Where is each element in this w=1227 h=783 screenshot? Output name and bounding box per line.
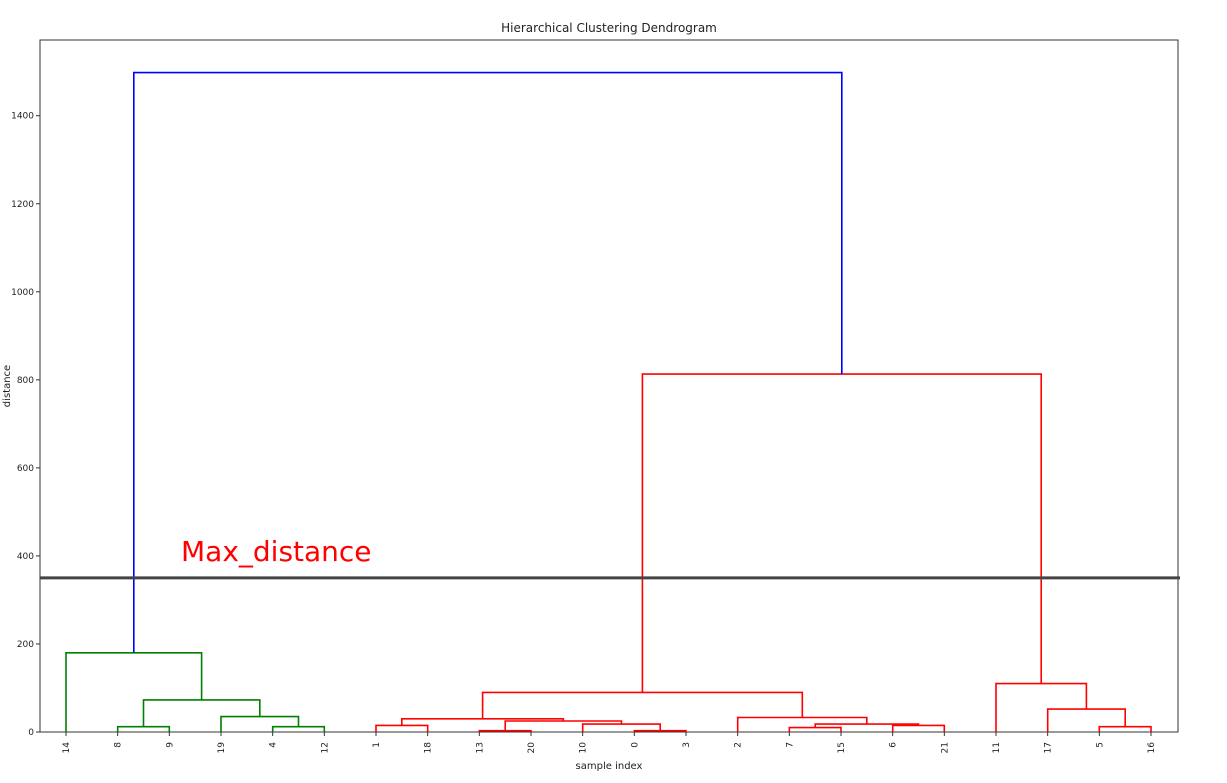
leaf-label: 13 (475, 742, 485, 753)
leaf-label: 17 (1044, 742, 1054, 753)
y-tick-label: 200 (17, 640, 34, 650)
leaf-label: 10 (579, 742, 589, 754)
y-axis-label: distance (2, 365, 13, 407)
leaf-label: 11 (992, 742, 1002, 753)
y-tick-label: 400 (17, 552, 34, 562)
leaf-label: 14 (62, 742, 72, 754)
leaf-label: 8 (114, 742, 124, 748)
leaf-label: 12 (320, 742, 330, 753)
y-tick-label: 1000 (11, 288, 34, 298)
y-tick-label: 0 (28, 728, 34, 738)
max-distance-label: Max_distance (181, 535, 372, 568)
leaf-label: 18 (424, 742, 434, 754)
leaf-label: 19 (217, 742, 227, 754)
dendrogram-links (65, 71, 1152, 732)
leaf-label: 15 (837, 742, 847, 753)
x-axis: 14 8 9 19 4 12 1 18 13 20 10 0 3 2 7 15 6 21 11 17 5 16 (62, 732, 1157, 753)
dendrogram-link (133, 71, 843, 653)
leaf-label: 5 (1095, 742, 1105, 748)
leaf-label: 0 (630, 742, 640, 748)
y-axis: 0 200 400 600 800 1000 1200 1400 (11, 112, 40, 738)
y-tick-label: 800 (17, 376, 34, 386)
leaf-label: 9 (165, 742, 175, 748)
y-tick-label: 600 (17, 464, 34, 474)
y-tick-label: 1400 (11, 112, 34, 122)
leaf-label: 4 (269, 742, 279, 748)
leaf-label: 3 (682, 742, 692, 748)
y-tick-label: 1200 (11, 200, 34, 210)
leaf-label: 16 (1147, 742, 1157, 754)
leaf-label: 7 (785, 742, 795, 748)
leaf-label: 1 (372, 742, 382, 748)
leaf-label: 6 (889, 742, 899, 748)
leaf-label: 21 (940, 742, 950, 753)
leaf-label: 2 (734, 742, 744, 748)
chart-title: Hierarchical Clustering Dendrogram (501, 21, 717, 35)
leaf-label: 20 (527, 742, 537, 754)
plot-frame (39, 39, 1179, 733)
x-axis-label: sample index (576, 761, 643, 772)
